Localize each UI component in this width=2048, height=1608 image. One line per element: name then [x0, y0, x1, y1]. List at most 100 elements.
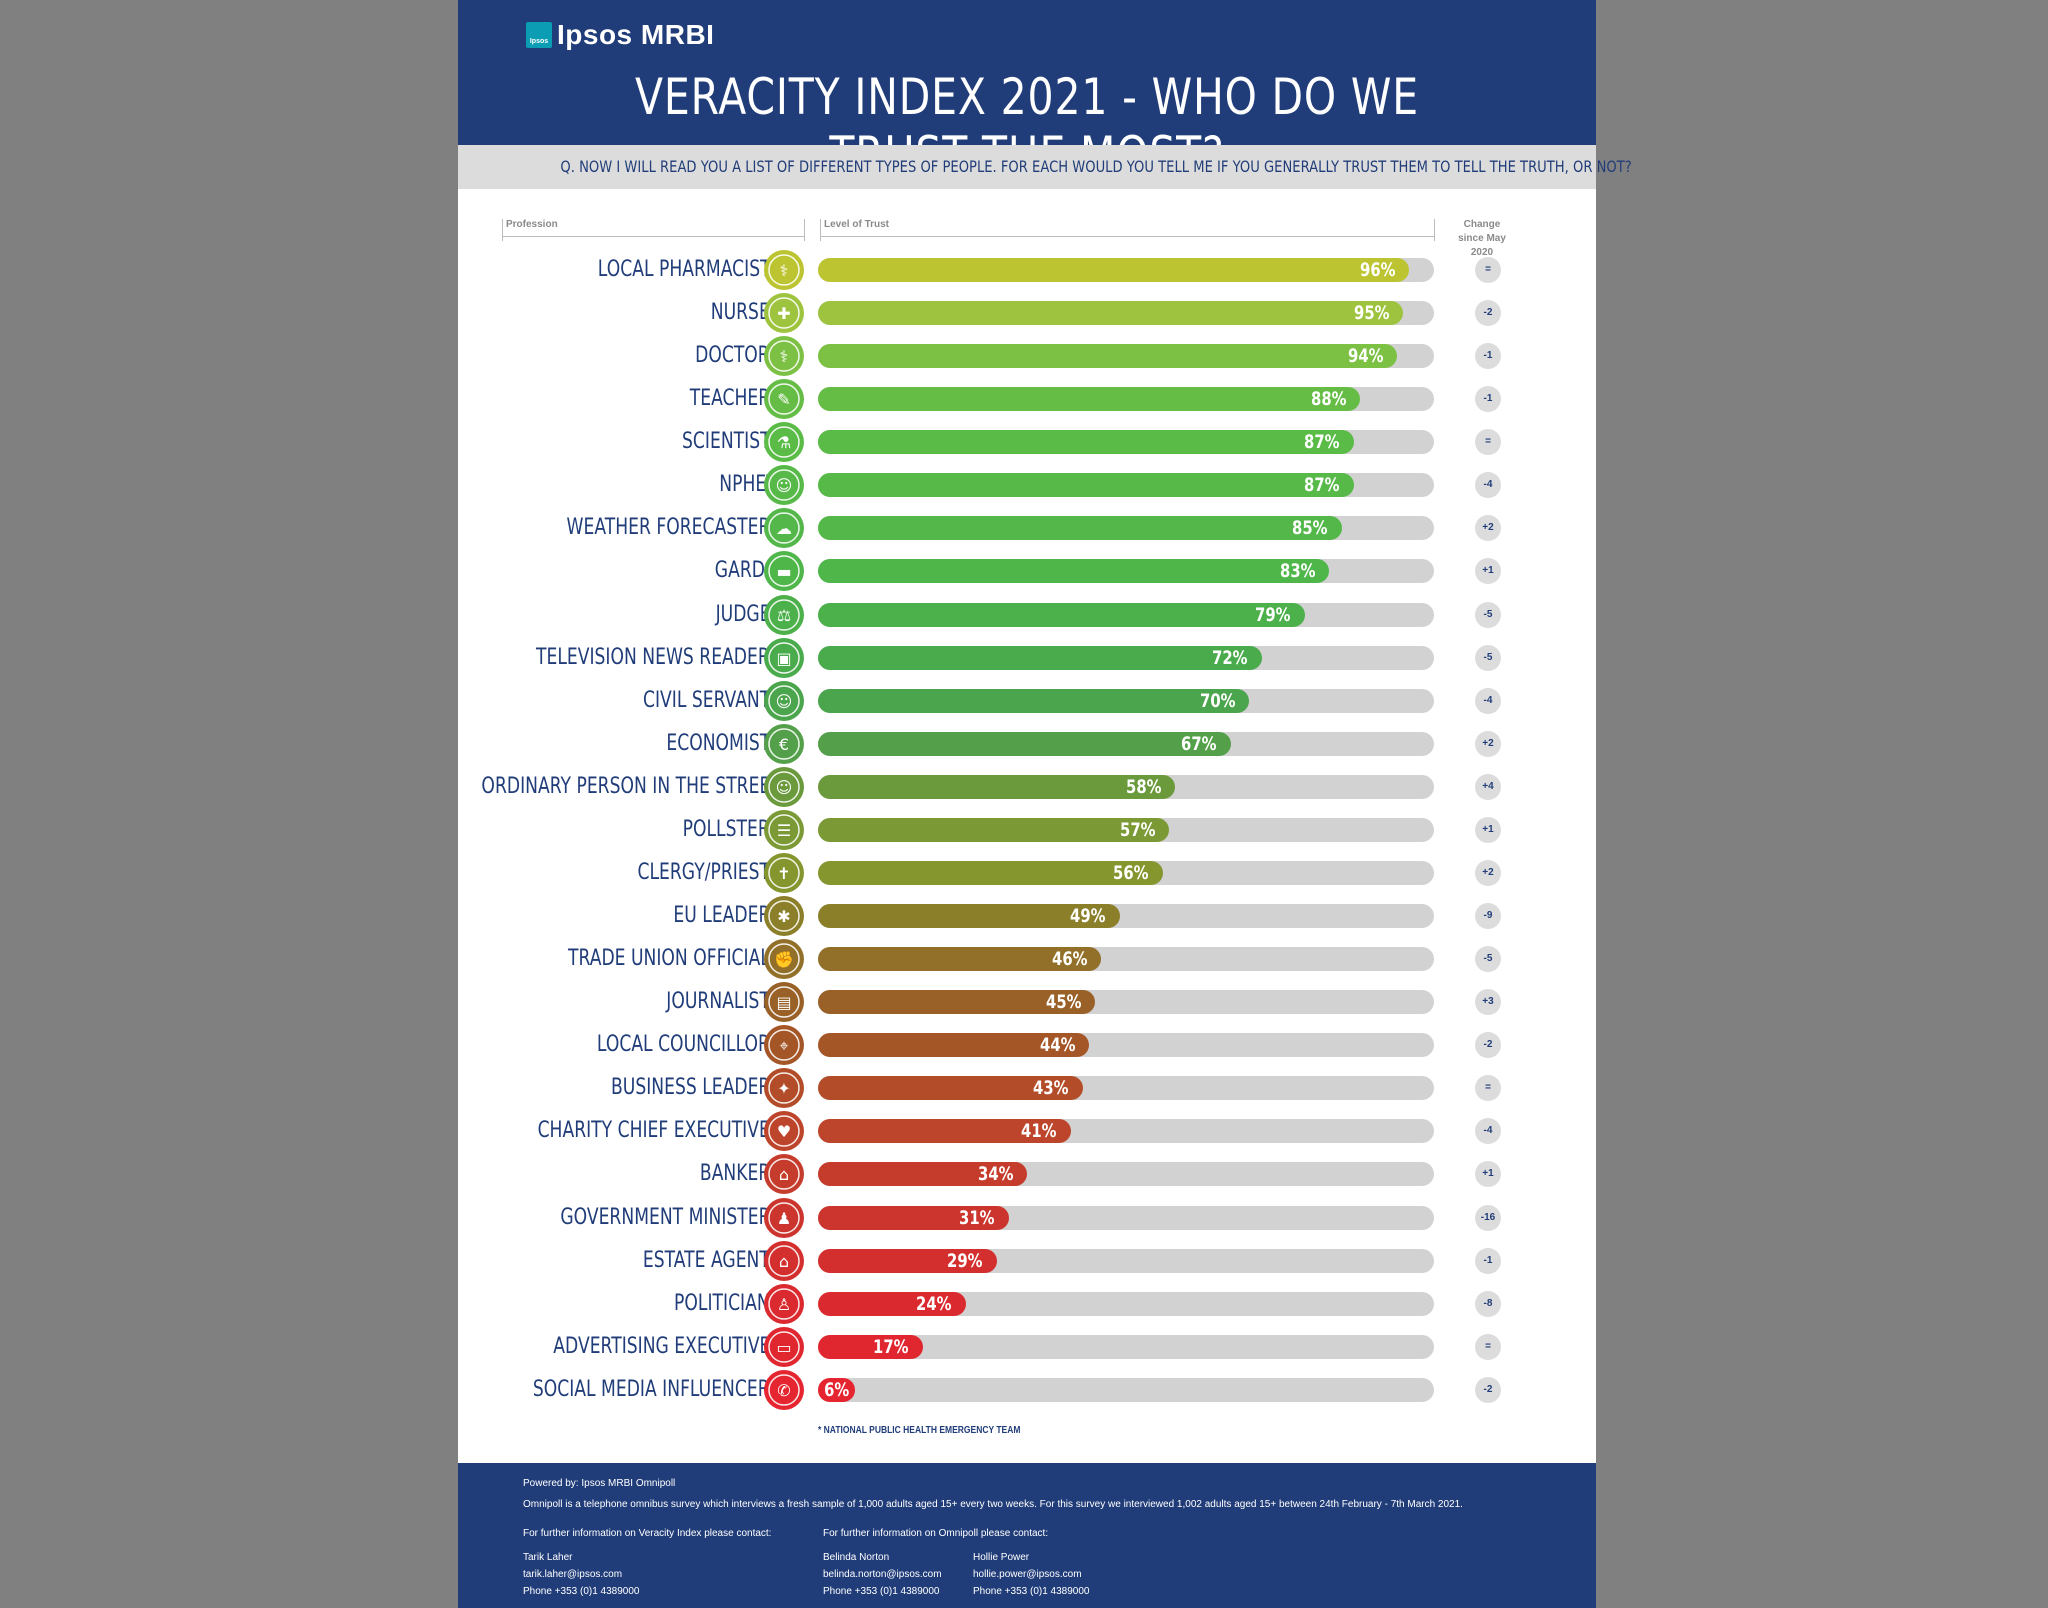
ipsos-logo-mark: Ipsos [526, 22, 552, 48]
profession-label: SOCIAL MEDIA INFLUENCERS [533, 1376, 781, 1402]
bar: 17% [818, 1334, 923, 1359]
profession-label: CLERGY/PRIESTS [637, 859, 781, 885]
change-badge: +2 [1475, 730, 1501, 757]
svg-text:▣: ▣ [776, 649, 791, 668]
location-pin-icon: ⌖ [764, 1025, 804, 1066]
bar-track: 17% [818, 1334, 1434, 1359]
poll-icon: ☰ [764, 809, 804, 850]
svg-text:✆: ✆ [777, 1381, 790, 1400]
change-badge: +1 [1475, 1161, 1501, 1188]
profession-label: BUSINESS LEADERS [610, 1075, 781, 1101]
contact-email[interactable]: tarik.laher@ipsos.com [523, 1569, 623, 1580]
svg-text:✝: ✝ [777, 864, 790, 883]
svg-text:⌂: ⌂ [779, 1165, 789, 1184]
bar: 94% [818, 344, 1398, 369]
value-label: 96% [1359, 259, 1396, 281]
flask-icon: ⚗ [764, 422, 804, 463]
contact-email[interactable]: belinda.norton@ipsos.com [823, 1569, 942, 1580]
bar: 87% [818, 473, 1354, 498]
podium-icon: ♟ [764, 1197, 804, 1238]
profession-label: ECONOMISTS [666, 730, 781, 756]
bar-track: 34% [818, 1162, 1434, 1187]
svg-text:⚕: ⚕ [780, 261, 789, 280]
change-badge: = [1475, 429, 1501, 456]
bar-track: 41% [818, 1119, 1434, 1144]
bar: 83% [818, 559, 1330, 584]
change-badge: -5 [1475, 644, 1501, 671]
value-label: 67% [1181, 732, 1217, 755]
contact-phone: Phone +353 (0)1 4389000 [973, 1586, 1090, 1597]
tv-icon: ▣ [764, 637, 804, 678]
svg-text:☰: ☰ [777, 821, 791, 840]
ipsos-logo: Ipsos Ipsos MRBI [526, 19, 715, 50]
svg-text:✱: ✱ [777, 907, 790, 926]
team-icon: ☺ [764, 465, 804, 506]
change-badge: -2 [1475, 300, 1501, 327]
change-badge: -2 [1475, 1032, 1501, 1059]
union-icon: ✊ [764, 939, 804, 980]
change-badge: -4 [1475, 472, 1501, 499]
value-label: 45% [1045, 991, 1082, 1014]
contact-name: Belinda Norton [823, 1552, 890, 1563]
bar: 31% [818, 1205, 1009, 1230]
bar-track: 6% [818, 1377, 1434, 1402]
newspaper-icon: ▤ [764, 982, 804, 1023]
bar-track: 87% [818, 473, 1434, 498]
value-label: 79% [1255, 603, 1291, 626]
contact-phone: Phone +353 (0)1 4389000 [823, 1586, 940, 1597]
question-bar: Q. NOW I WILL READ YOU A LIST OF DIFFERE… [458, 145, 1632, 189]
bar-track: 44% [818, 1033, 1434, 1058]
value-label: 49% [1070, 905, 1106, 928]
column-divider [804, 219, 805, 241]
bar-track: 31% [818, 1205, 1434, 1230]
change-badge: +2 [1475, 515, 1501, 542]
profession-column-header: Profession [506, 219, 558, 230]
value-label: 87% [1304, 431, 1340, 454]
powered-by: Powered by: Ipsos MRBI Omnipoll [523, 1478, 676, 1489]
bar: 24% [818, 1291, 966, 1316]
svg-text:☺: ☺ [776, 692, 793, 711]
profession-label: WEATHER FORECASTERS [566, 515, 781, 541]
svg-text:✎: ✎ [777, 390, 790, 409]
billboard-icon: ▭ [764, 1326, 804, 1367]
change-badge: +2 [1475, 859, 1501, 886]
change-badge: +3 [1475, 989, 1501, 1016]
business-icon: ✦ [764, 1068, 804, 1109]
weather-icon: ☁ [764, 508, 804, 549]
bank-icon: ⌂ [764, 1154, 804, 1195]
bar: 46% [818, 947, 1102, 972]
change-badge: -1 [1475, 1247, 1501, 1274]
svg-text:⌖: ⌖ [779, 1036, 788, 1055]
bar: 67% [818, 731, 1231, 756]
house-icon: ⌂ [764, 1240, 804, 1281]
svg-text:⌂: ⌂ [779, 1252, 789, 1271]
survey-question: Q. NOW I WILL READ YOU A LIST OF DIFFERE… [560, 157, 1632, 176]
change-badge: = [1475, 1333, 1501, 1360]
bar-track: 72% [818, 645, 1434, 670]
change-badge: -4 [1475, 687, 1501, 714]
nurse-icon: ✚ [764, 293, 804, 334]
logo-text: Ipsos MRBI [557, 19, 715, 50]
bar-track: 58% [818, 774, 1434, 799]
bar-track: 49% [818, 904, 1434, 929]
svg-text:☺: ☺ [776, 778, 793, 797]
infographic-poster: Ipsos Ipsos MRBI VERACITY INDEX 2021 - W… [458, 0, 1632, 1608]
profession-label: ESTATE AGENTS [643, 1247, 781, 1273]
value-label: 31% [959, 1206, 995, 1229]
change-badge: -2 [1475, 1376, 1501, 1403]
influencer-icon: ✆ [764, 1369, 804, 1410]
svg-text:€: € [779, 735, 789, 754]
change-badge: -4 [1475, 1118, 1501, 1145]
svg-text:☁: ☁ [776, 519, 792, 538]
svg-text:▬: ▬ [776, 562, 791, 581]
column-divider [502, 219, 503, 241]
profession-label: TRADE UNION OFFICIALS [568, 946, 781, 972]
svg-text:✦: ✦ [777, 1079, 790, 1098]
footer: Powered by: Ipsos MRBI Omnipoll Omnipoll… [458, 1463, 1596, 1608]
bar-track: 57% [818, 817, 1434, 842]
change-badge: = [1475, 1075, 1501, 1102]
contact-email[interactable]: hollie.power@ipsos.com [973, 1569, 1082, 1580]
profession-label: TELEVISION NEWS READERS [536, 644, 781, 670]
value-label: 83% [1279, 560, 1316, 583]
value-label: 41% [1021, 1120, 1057, 1143]
